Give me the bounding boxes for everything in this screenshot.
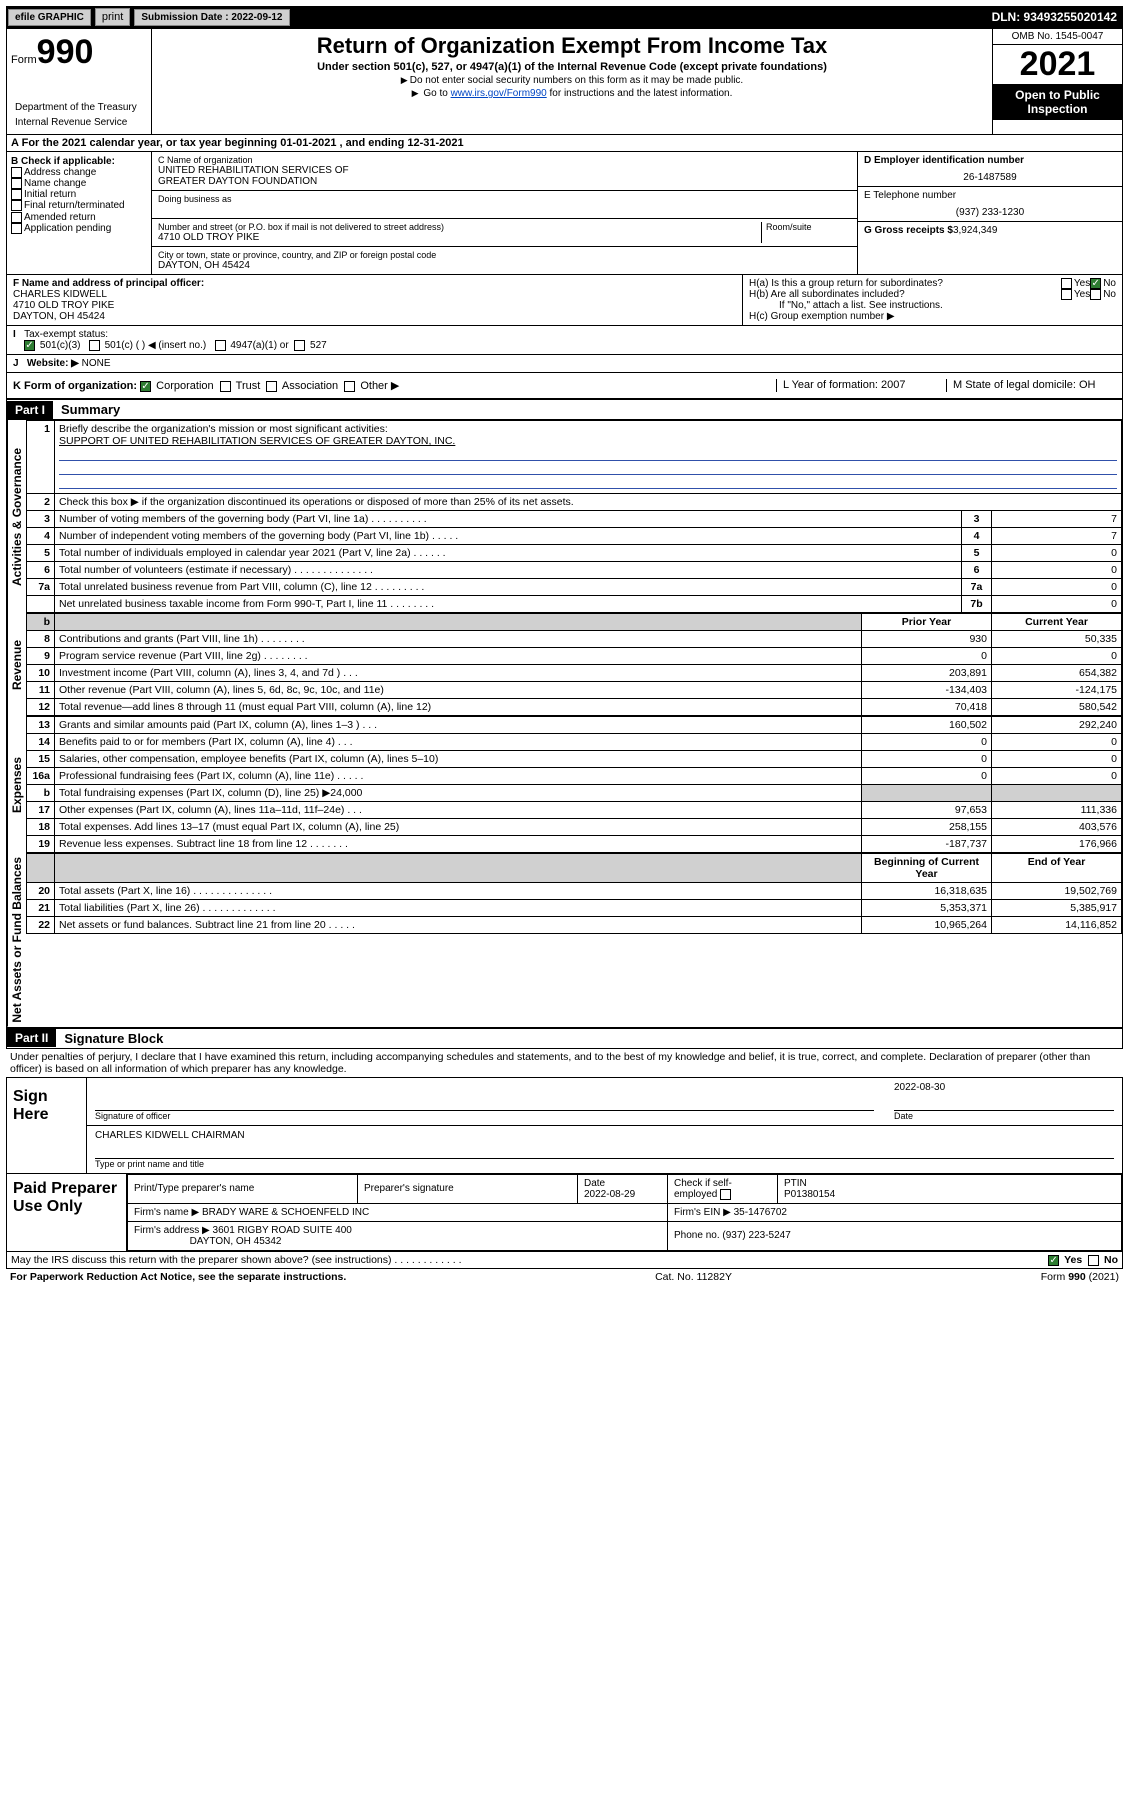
form-subtitle: Under section 501(c), 527, or 4947(a)(1)… <box>156 61 988 73</box>
part2-header: Part II Signature Block <box>6 1028 1123 1049</box>
website-row: J Website: ▶ NONE <box>7 355 742 372</box>
chk-other[interactable] <box>344 381 355 392</box>
chk-amended[interactable] <box>11 212 22 223</box>
summary-rev-table: b Prior Year Current Year 8Contributions… <box>26 613 1122 716</box>
sign-here-label: Sign Here <box>7 1078 87 1173</box>
chk-501c[interactable] <box>89 340 100 351</box>
row-a-period: A For the 2021 calendar year, or tax yea… <box>7 135 1122 152</box>
officer-block: F Name and address of principal officer:… <box>7 275 742 325</box>
chk-4947[interactable] <box>215 340 226 351</box>
goto-note: Go to www.irs.gov/Form990 for instructio… <box>156 88 988 99</box>
vtab-netassets: Net Assets or Fund Balances <box>7 853 26 1027</box>
vtab-expenses: Expenses <box>7 716 26 853</box>
ssn-note: Do not enter social security numbers on … <box>156 75 988 86</box>
vtab-governance: Activities & Governance <box>7 420 26 613</box>
dba-block: Doing business as <box>152 191 857 219</box>
row-k: K Form of organization: Corporation Trus… <box>7 372 1122 398</box>
chk-501c3[interactable] <box>24 340 35 351</box>
paid-preparer-block: Paid Preparer Use Only Print/Type prepar… <box>6 1174 1123 1252</box>
discuss-row: May the IRS discuss this return with the… <box>6 1252 1123 1269</box>
chk-assoc[interactable] <box>266 381 277 392</box>
chk-trust[interactable] <box>220 381 231 392</box>
group-return-block: H(a) Is this a group return for subordin… <box>742 275 1122 325</box>
footer-row: For Paperwork Reduction Act Notice, see … <box>6 1269 1123 1285</box>
chk-final[interactable] <box>11 200 22 211</box>
dln: DLN: 93493255020142 <box>992 10 1121 24</box>
chk-discuss-no[interactable] <box>1088 1255 1099 1266</box>
omb-number: OMB No. 1545-0047 <box>993 29 1122 45</box>
dept-irs: Internal Revenue Service <box>11 115 147 130</box>
chk-hb-no[interactable] <box>1090 289 1101 300</box>
chk-self-employed[interactable] <box>720 1189 731 1200</box>
col-b-checkboxes: B Check if applicable: Address change Na… <box>7 152 152 274</box>
summary-na-table: Beginning of Current Year End of Year 20… <box>26 853 1122 934</box>
chk-initial[interactable] <box>11 189 22 200</box>
form-header: Form990 Department of the Treasury Inter… <box>6 28 1123 135</box>
part1-header: Part I Summary <box>6 399 1123 420</box>
paid-preparer-label: Paid Preparer Use Only <box>7 1174 127 1251</box>
top-toolbar: efile GRAPHIC print Submission Date : 20… <box>6 6 1123 28</box>
chk-name[interactable] <box>11 178 22 189</box>
form-title: Return of Organization Exempt From Incom… <box>156 33 988 59</box>
address-block: Number and street (or P.O. box if mail i… <box>152 219 857 247</box>
irs-link[interactable]: www.irs.gov/Form990 <box>451 88 547 99</box>
tax-year: 2021 <box>993 45 1122 84</box>
city-block: City or town, state or province, country… <box>152 247 857 274</box>
print-button[interactable]: print <box>95 8 130 26</box>
chk-hb-yes[interactable] <box>1061 289 1072 300</box>
chk-ha-no[interactable] <box>1090 278 1101 289</box>
chk-address[interactable] <box>11 167 22 178</box>
org-name-block: C Name of organization UNITED REHABILITA… <box>152 152 857 191</box>
submission-date: Submission Date : 2022-09-12 <box>134 9 289 26</box>
chk-pending[interactable] <box>11 223 22 234</box>
summary-exp-table: 13Grants and similar amounts paid (Part … <box>26 716 1122 853</box>
telephone-block: E Telephone number (937) 233-1230 <box>858 187 1122 222</box>
open-inspection: Open to Public Inspection <box>993 84 1122 120</box>
signature-block: Sign Here Signature of officer 2022-08-3… <box>6 1077 1123 1174</box>
chk-527[interactable] <box>294 340 305 351</box>
chk-corp[interactable] <box>140 381 151 392</box>
ein-block: D Employer identification number 26-1487… <box>858 152 1122 187</box>
dept-treasury: Department of the Treasury <box>11 100 147 115</box>
vtab-revenue: Revenue <box>7 613 26 716</box>
chk-ha-yes[interactable] <box>1061 278 1072 289</box>
efile-label: efile GRAPHIC <box>8 9 91 26</box>
summary-gov-table: 1 Briefly describe the organization's mi… <box>26 420 1122 613</box>
tax-exempt-status: I Tax-exempt status: 501(c)(3) 501(c) ( … <box>7 326 742 354</box>
form-number: Form990 <box>11 33 147 72</box>
gross-receipts: G Gross receipts $3,924,349 <box>858 222 1122 239</box>
chk-discuss-yes[interactable] <box>1048 1255 1059 1266</box>
declaration: Under penalties of perjury, I declare th… <box>6 1049 1123 1077</box>
